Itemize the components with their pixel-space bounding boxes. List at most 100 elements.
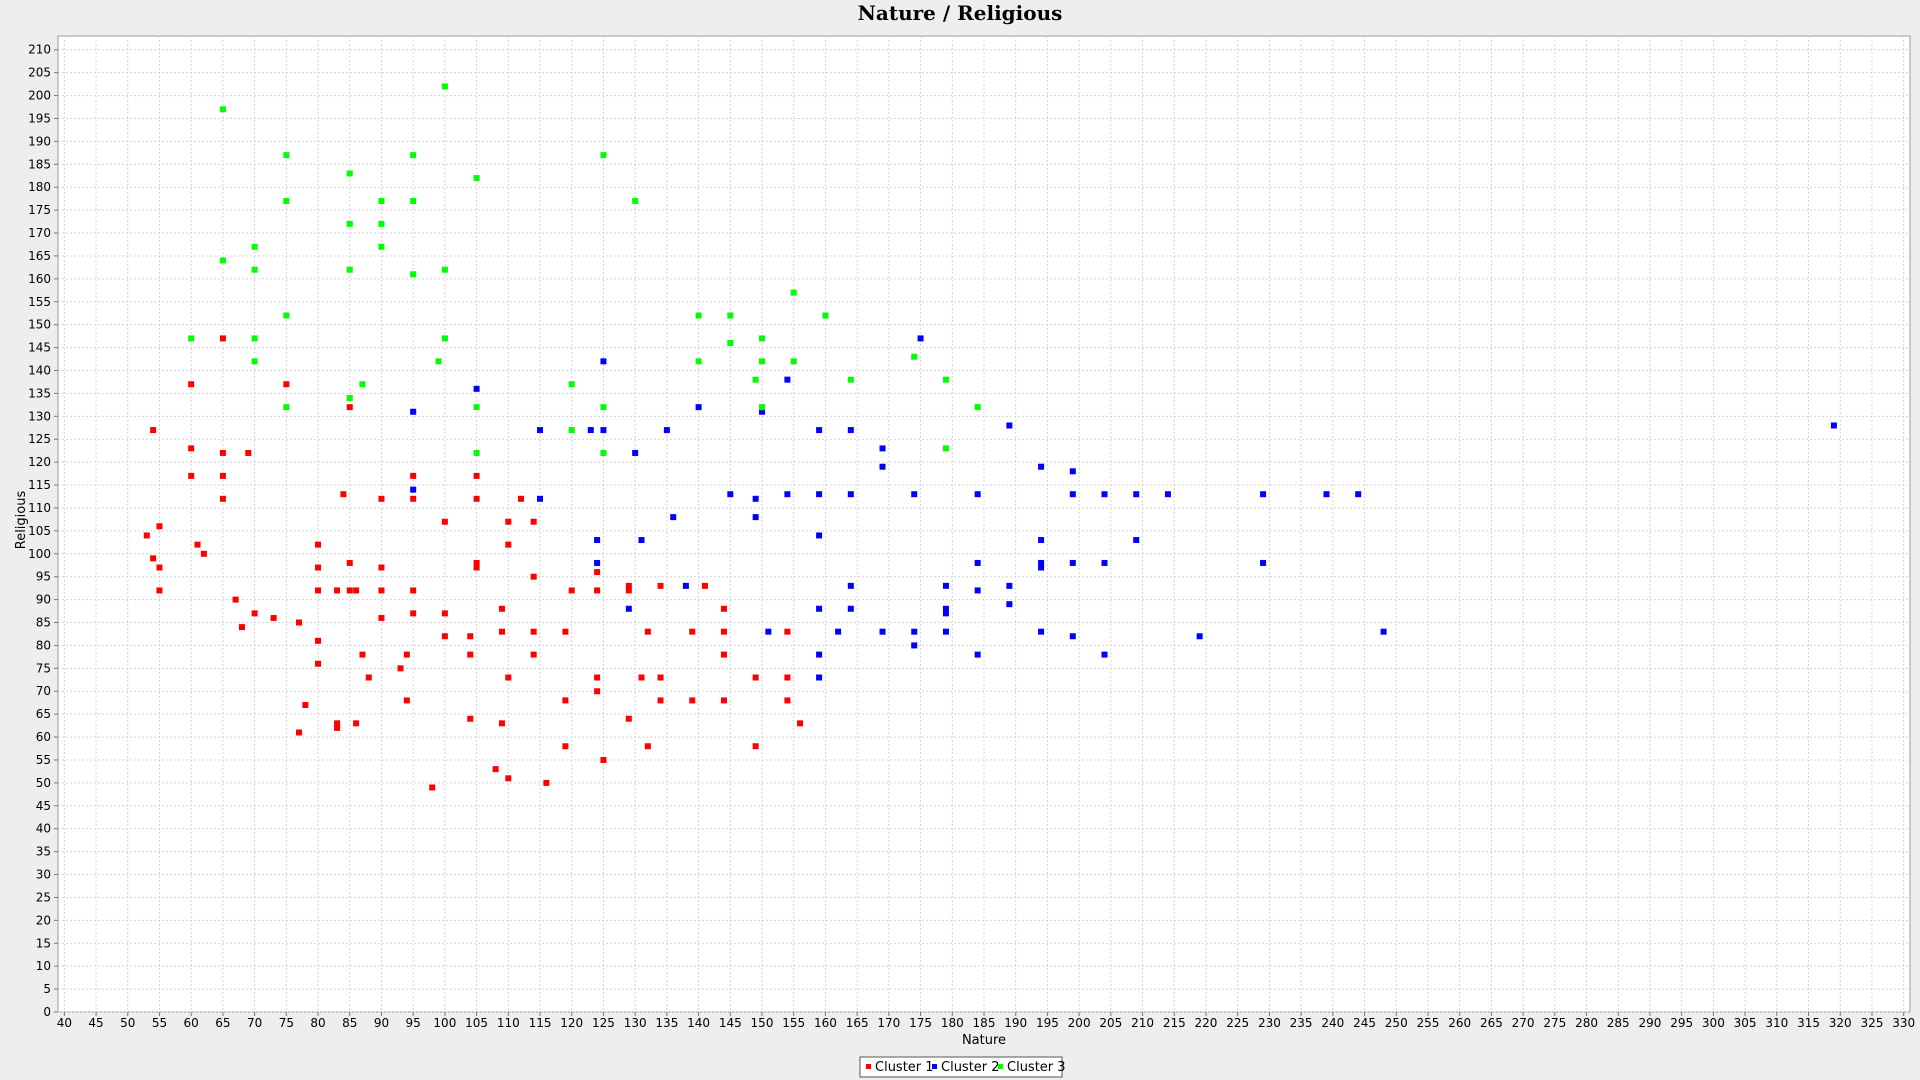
data-point bbox=[562, 743, 569, 750]
data-point bbox=[600, 404, 607, 411]
data-point bbox=[334, 724, 341, 731]
x-tick-label: 40 bbox=[57, 1016, 72, 1030]
data-point bbox=[720, 605, 727, 612]
y-tick-label: 55 bbox=[36, 753, 51, 767]
data-point bbox=[315, 541, 322, 548]
y-tick-label: 130 bbox=[28, 409, 51, 423]
data-point bbox=[974, 404, 981, 411]
data-point bbox=[441, 335, 448, 342]
data-point bbox=[594, 537, 601, 544]
data-point bbox=[283, 197, 290, 204]
y-tick-label: 195 bbox=[28, 111, 51, 125]
data-point bbox=[543, 779, 550, 786]
data-point bbox=[505, 775, 512, 782]
data-point bbox=[505, 518, 512, 525]
y-tick-label: 140 bbox=[28, 363, 51, 377]
data-point bbox=[283, 381, 290, 388]
data-point bbox=[296, 729, 303, 736]
data-point bbox=[340, 491, 347, 498]
data-point bbox=[359, 651, 366, 658]
data-point bbox=[334, 720, 341, 727]
y-tick-label: 200 bbox=[28, 89, 51, 103]
data-point bbox=[429, 784, 436, 791]
x-tick-label: 305 bbox=[1734, 1016, 1757, 1030]
x-tick-label: 300 bbox=[1702, 1016, 1725, 1030]
data-point bbox=[1069, 468, 1076, 475]
data-point bbox=[752, 376, 759, 383]
x-tick-label: 50 bbox=[120, 1016, 135, 1030]
data-point bbox=[410, 271, 417, 278]
data-point bbox=[835, 628, 842, 635]
data-point bbox=[752, 674, 759, 681]
y-tick-label: 185 bbox=[28, 157, 51, 171]
data-point bbox=[568, 587, 575, 594]
data-point bbox=[537, 427, 544, 434]
data-point bbox=[403, 697, 410, 704]
x-tick-label: 185 bbox=[973, 1016, 996, 1030]
data-point bbox=[1069, 491, 1076, 498]
data-point bbox=[594, 587, 601, 594]
y-tick-label: 40 bbox=[36, 822, 51, 836]
data-point bbox=[498, 720, 505, 727]
y-axis-ticks: 0 5 10 15 20 25 30 35 40 45 50 55 60 65 70 75 80 85 90 95 10… bbox=[28, 43, 58, 1019]
data-point bbox=[689, 697, 696, 704]
data-point bbox=[188, 335, 195, 342]
data-point bbox=[632, 197, 639, 204]
data-point bbox=[530, 573, 537, 580]
data-point bbox=[974, 559, 981, 566]
x-tick-label: 160 bbox=[814, 1016, 837, 1030]
x-tick-label: 45 bbox=[88, 1016, 103, 1030]
x-tick-label: 225 bbox=[1226, 1016, 1249, 1030]
x-tick-label: 115 bbox=[529, 1016, 552, 1030]
data-point bbox=[353, 720, 360, 727]
data-point bbox=[1006, 601, 1013, 608]
x-tick-label: 165 bbox=[846, 1016, 869, 1030]
data-point bbox=[410, 610, 417, 617]
y-tick-label: 180 bbox=[28, 180, 51, 194]
data-point bbox=[156, 587, 163, 594]
data-point bbox=[473, 559, 480, 566]
data-point bbox=[283, 404, 290, 411]
x-tick-label: 155 bbox=[782, 1016, 805, 1030]
x-tick-label: 70 bbox=[247, 1016, 262, 1030]
data-point bbox=[302, 701, 309, 708]
data-point bbox=[156, 564, 163, 571]
x-tick-label: 85 bbox=[342, 1016, 357, 1030]
data-point bbox=[942, 610, 949, 617]
data-point bbox=[790, 289, 797, 296]
data-point bbox=[346, 394, 353, 401]
data-point bbox=[816, 674, 823, 681]
data-point bbox=[657, 697, 664, 704]
data-point bbox=[974, 587, 981, 594]
data-point bbox=[245, 449, 252, 456]
data-point bbox=[378, 587, 385, 594]
x-tick-label: 255 bbox=[1417, 1016, 1440, 1030]
data-point bbox=[847, 491, 854, 498]
data-point bbox=[663, 427, 670, 434]
data-point bbox=[1006, 582, 1013, 589]
data-point bbox=[568, 381, 575, 388]
data-point bbox=[822, 312, 829, 319]
y-tick-label: 80 bbox=[36, 638, 51, 652]
data-point bbox=[727, 312, 734, 319]
legend-label: Cluster 3 bbox=[1007, 1060, 1066, 1075]
data-point bbox=[1038, 559, 1045, 566]
data-point bbox=[644, 628, 651, 635]
data-point bbox=[473, 564, 480, 571]
x-tick-label: 210 bbox=[1131, 1016, 1154, 1030]
x-tick-label: 175 bbox=[909, 1016, 932, 1030]
x-tick-label: 270 bbox=[1512, 1016, 1535, 1030]
x-tick-label: 330 bbox=[1892, 1016, 1915, 1030]
x-axis-label: Nature bbox=[962, 1033, 1006, 1048]
data-point bbox=[847, 582, 854, 589]
data-point bbox=[1196, 633, 1203, 640]
y-tick-label: 115 bbox=[28, 478, 51, 492]
data-point bbox=[816, 651, 823, 658]
x-tick-label: 190 bbox=[1004, 1016, 1027, 1030]
y-tick-label: 100 bbox=[28, 547, 51, 561]
data-point bbox=[150, 555, 157, 562]
x-tick-label: 150 bbox=[751, 1016, 774, 1030]
data-point bbox=[296, 619, 303, 626]
y-tick-label: 75 bbox=[36, 661, 51, 675]
data-point bbox=[816, 427, 823, 434]
